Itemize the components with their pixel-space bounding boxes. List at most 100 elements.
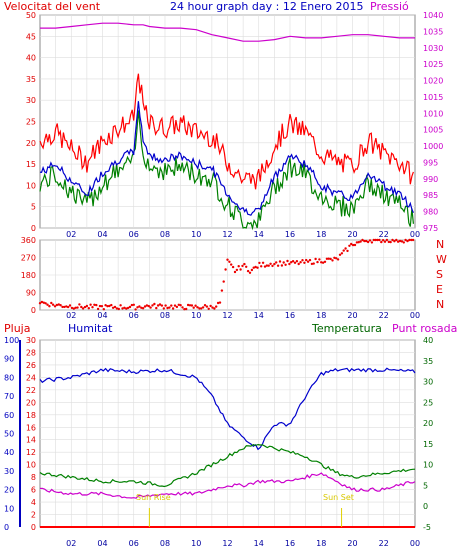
temp-tick-10: 10 (423, 461, 433, 470)
direction-point (410, 238, 413, 242)
x-tick-1-6: 14 (254, 311, 264, 320)
pressure-tick-1035: 1035 (423, 27, 443, 36)
direction-point (327, 257, 330, 260)
x-tick-2-7: 16 (285, 539, 295, 548)
direction-point (74, 306, 77, 309)
direction-point (288, 262, 291, 266)
direction-point (348, 244, 351, 247)
x-tick-0-6: 14 (254, 230, 264, 239)
dewpoint-label: Punt rosada (392, 322, 457, 335)
compass-0: N (436, 238, 444, 251)
direction-point (72, 307, 76, 310)
x-tick-1-5: 12 (222, 311, 232, 320)
pressure-tick-1005: 1005 (423, 126, 443, 135)
direction-point (153, 302, 156, 306)
direction-point (158, 303, 162, 306)
direction-point (265, 264, 269, 267)
pressure-tick-980: 980 (423, 208, 438, 217)
wind-gust-line (39, 73, 414, 190)
hum-tick-60: 60 (4, 411, 14, 420)
direction-point (192, 306, 195, 309)
direction-point (245, 265, 248, 268)
direction-point (376, 238, 379, 242)
direction-point (267, 264, 270, 267)
direction-point (269, 262, 272, 265)
rain-tick-6: 6 (31, 486, 36, 495)
temp-tick-15: 15 (423, 440, 433, 449)
pressure-tick-1010: 1010 (423, 109, 443, 118)
direction-point (342, 249, 345, 252)
direction-point (59, 304, 62, 307)
direction-point (134, 308, 137, 311)
pressure-tick-1040: 1040 (423, 11, 443, 20)
compass-1: W (436, 253, 447, 266)
direction-point (194, 304, 197, 307)
hum-tick-70: 70 (4, 392, 14, 401)
direction-point (57, 303, 60, 306)
rain-tick-30: 30 (26, 336, 36, 345)
direction-point (378, 238, 381, 242)
direction-point (237, 265, 240, 268)
direction-point (316, 260, 319, 264)
direction-point (312, 262, 315, 265)
temp-tick-20: 20 (423, 419, 433, 428)
direction-point (132, 303, 135, 306)
x-tick-1-3: 08 (160, 311, 170, 320)
direction-point (387, 240, 390, 244)
x-tick-2-5: 12 (222, 539, 232, 548)
direction-point (321, 261, 325, 264)
direction-point (149, 306, 152, 309)
x-tick-1-4: 10 (191, 311, 201, 320)
direction-point (48, 305, 51, 308)
direction-point (166, 306, 169, 310)
direction-point (406, 239, 409, 243)
direction-point (173, 304, 177, 307)
direction-point (190, 304, 194, 307)
direction-point (357, 241, 360, 244)
rain-tick-14: 14 (26, 436, 36, 445)
direction-point (215, 305, 218, 308)
pressure-line (40, 22, 415, 42)
direction-point (299, 261, 302, 264)
hum-tick-30: 30 (4, 467, 14, 476)
rain-label: Pluja (4, 322, 30, 335)
direction-point (203, 304, 207, 307)
direction-point (325, 257, 329, 260)
wind-tick-45: 45 (26, 32, 36, 41)
x-tick-0-7: 16 (285, 230, 295, 239)
direction-point (155, 306, 158, 310)
direction-point (156, 304, 160, 307)
direction-point (310, 262, 314, 266)
direction-point (260, 265, 263, 268)
direction-point (96, 307, 100, 311)
x-tick-1-9: 20 (347, 311, 357, 320)
direction-point (113, 305, 117, 309)
dir-tick-0: 0 (31, 306, 36, 315)
direction-point (162, 307, 165, 310)
direction-point (301, 259, 304, 262)
direction-point (55, 303, 59, 307)
direction-point (291, 260, 295, 263)
direction-point (108, 304, 111, 308)
x-tick-2-1: 04 (97, 539, 107, 548)
wind-tick-5: 5 (31, 203, 36, 212)
direction-point (44, 302, 47, 305)
direction-point (395, 238, 398, 242)
direction-point (85, 304, 89, 308)
direction-point (398, 239, 402, 243)
direction-point (261, 261, 265, 264)
direction-point (258, 261, 261, 265)
direction-point (119, 304, 122, 307)
direction-point (138, 305, 141, 308)
direction-point (50, 301, 53, 305)
direction-point (243, 262, 246, 266)
direction-point (305, 258, 308, 262)
direction-point (276, 264, 280, 267)
x-tick-2-10: 22 (379, 539, 389, 548)
rain-tick-26: 26 (26, 361, 36, 370)
hum-tick-80: 80 (4, 373, 14, 382)
direction-point (61, 305, 64, 309)
direction-point (211, 306, 214, 309)
direction-point (368, 239, 372, 242)
